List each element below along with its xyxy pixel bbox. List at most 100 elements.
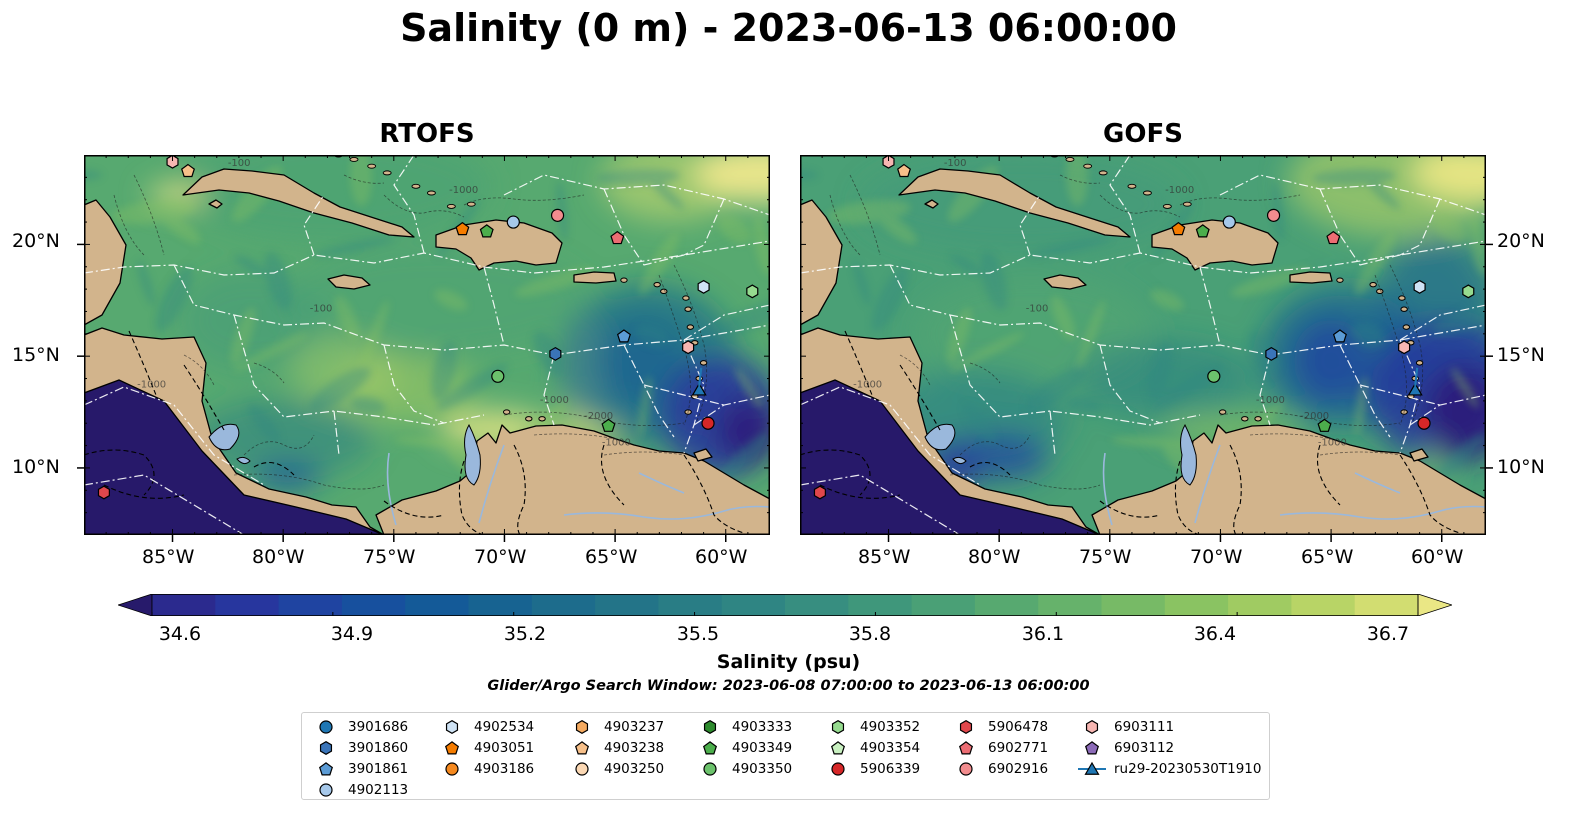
legend-marker-icon <box>575 741 589 755</box>
colorbar-tick-34-6: 34.6 <box>158 623 202 645</box>
lon-label-80w-gofs: 80°W <box>968 546 1021 568</box>
legend-item-3901861: 3901861 <box>312 759 408 779</box>
legend-label: 4903349 <box>732 740 793 756</box>
platform-marker-4903349 <box>479 224 494 238</box>
platform-marker-5906478 <box>813 485 826 500</box>
lat-label-10n-right: 10°N <box>1497 456 1545 478</box>
legend-marker-icon <box>703 720 717 734</box>
colorbar-bin <box>152 594 216 616</box>
legend-item-ru29-20230530T1910: ru29-20230530T1910 <box>1078 759 1261 779</box>
legend-label: 6903112 <box>1114 740 1175 756</box>
legend-marker-icon <box>319 762 333 776</box>
lat-label-15n-left: 15°N <box>12 344 60 366</box>
colorbar-bin <box>1101 594 1166 616</box>
map-panel-gofs: -1000 -2000 -1000 -1000 -100 -100 -1000 <box>800 155 1486 535</box>
platform-marker-6903111 <box>1398 340 1411 355</box>
colorbar-bin <box>1038 594 1103 616</box>
platform-marker-ru29-20230530T1910 <box>691 382 707 396</box>
colorbar-bin <box>215 594 280 616</box>
legend-item-4903186: 4903186 <box>438 759 534 779</box>
legend-label: 4903250 <box>604 761 665 777</box>
lon-label-75w-gofs: 75°W <box>1079 546 1132 568</box>
land-yucatan <box>800 199 843 326</box>
land-cuba <box>898 168 1131 238</box>
legend-marker-icon <box>445 720 459 734</box>
legend-label: 4902534 <box>474 719 535 735</box>
legend-marker-icon <box>1078 761 1106 775</box>
land-yucatan <box>84 199 127 326</box>
colorbar-bin <box>1228 594 1292 616</box>
platform-marker-4903349 <box>601 418 616 432</box>
colorbar-bin <box>278 594 343 616</box>
platform-marker-6902771 <box>610 230 625 245</box>
platform-marker-3901860 <box>1265 346 1278 361</box>
platform-marker-6902916 <box>1266 208 1281 222</box>
contour-label: -1000 <box>449 185 478 196</box>
lon-label-80w-rtofs: 80°W <box>252 546 305 568</box>
lon-label-70w-gofs: 70°W <box>1190 546 1243 568</box>
lon-label-75w-rtofs: 75°W <box>363 546 416 568</box>
legend-marker-icon <box>319 783 333 797</box>
salinity-map-gofs: -1000 -2000 -1000 -1000 -100 -100 -1000 <box>800 155 1486 535</box>
legend-label: 3901861 <box>348 761 409 777</box>
legend-label: 4903237 <box>604 719 665 735</box>
colorbar-tick-35-5: 35.5 <box>676 623 720 645</box>
lon-label-85w-rtofs: 85°W <box>142 546 195 568</box>
glider-track <box>1414 367 1419 386</box>
platform-marker-5906339 <box>1417 416 1431 430</box>
legend-item-4903237: 4903237 <box>568 717 664 737</box>
legend-item-4903333: 4903333 <box>696 717 792 737</box>
legend-label: 5906478 <box>988 719 1049 735</box>
lat-label-10n-left: 10°N <box>12 456 60 478</box>
country-borders <box>800 330 1461 535</box>
legend-label: 6903111 <box>1114 719 1175 735</box>
platform-marker-4903349 <box>1317 418 1332 432</box>
legend-marker-icon <box>575 720 589 734</box>
platform-marker-4903350 <box>491 369 505 383</box>
contour-label: -100 <box>310 303 333 314</box>
colorbar-bin <box>405 594 470 616</box>
map-frame <box>800 155 1486 535</box>
platform-marker-3901861 <box>616 329 631 343</box>
search-window-note: Glider/Argo Search Window: 2023-06-08 07… <box>487 678 1090 694</box>
legend-item-6903112: 6903112 <box>1078 738 1174 758</box>
platform-marker-4903238 <box>897 163 911 178</box>
land-trinidad <box>1409 448 1429 462</box>
platform-marker-4903350 <box>1207 369 1221 383</box>
legend-label: 4903051 <box>474 740 535 756</box>
lakes <box>924 423 1197 486</box>
legend-label: 4903350 <box>732 761 793 777</box>
legend-item-5906478: 5906478 <box>952 717 1048 737</box>
legend-label: 4903352 <box>860 719 921 735</box>
lat-label-20n-left: 20°N <box>12 230 60 252</box>
colorbar-extend-high <box>1417 594 1452 616</box>
platform-marker-4902534 <box>697 279 710 294</box>
country-borders <box>84 330 745 535</box>
legend-marker-icon <box>959 762 973 776</box>
contour-label: -1000 <box>853 379 882 390</box>
platform-marker-6903111 <box>166 155 179 169</box>
contour-label: -1000 <box>602 438 631 449</box>
colorbar-extend-low <box>118 594 153 616</box>
land-southAmerica <box>375 424 770 535</box>
contour-label: -1000 <box>1318 438 1347 449</box>
legend-item-4903051: 4903051 <box>438 738 534 758</box>
platform-marker-5906339 <box>701 416 715 430</box>
legend-item-3901686: 3901686 <box>312 717 408 737</box>
colorbar-bin <box>1164 594 1229 616</box>
platform-marker-6902771 <box>1326 230 1341 245</box>
contour-label: -1000 <box>137 379 166 390</box>
legend-label: 6902916 <box>988 761 1049 777</box>
platform-marker-ru29-20230530T1910 <box>1407 382 1423 396</box>
colorbar-bin <box>848 594 913 616</box>
platform-marker-6902916 <box>550 208 565 222</box>
colorbar-bin <box>911 594 976 616</box>
colorbar-bin <box>531 594 596 616</box>
platform-markers <box>97 155 759 500</box>
land-jamaica <box>327 274 371 290</box>
colorbar-tick-36-4: 36.4 <box>1193 623 1237 645</box>
platform-marker-3901861 <box>1332 329 1347 343</box>
legend-item-4903238: 4903238 <box>568 738 664 758</box>
land-puertoRico <box>1289 271 1333 284</box>
contour-label: -2000 <box>584 411 613 422</box>
